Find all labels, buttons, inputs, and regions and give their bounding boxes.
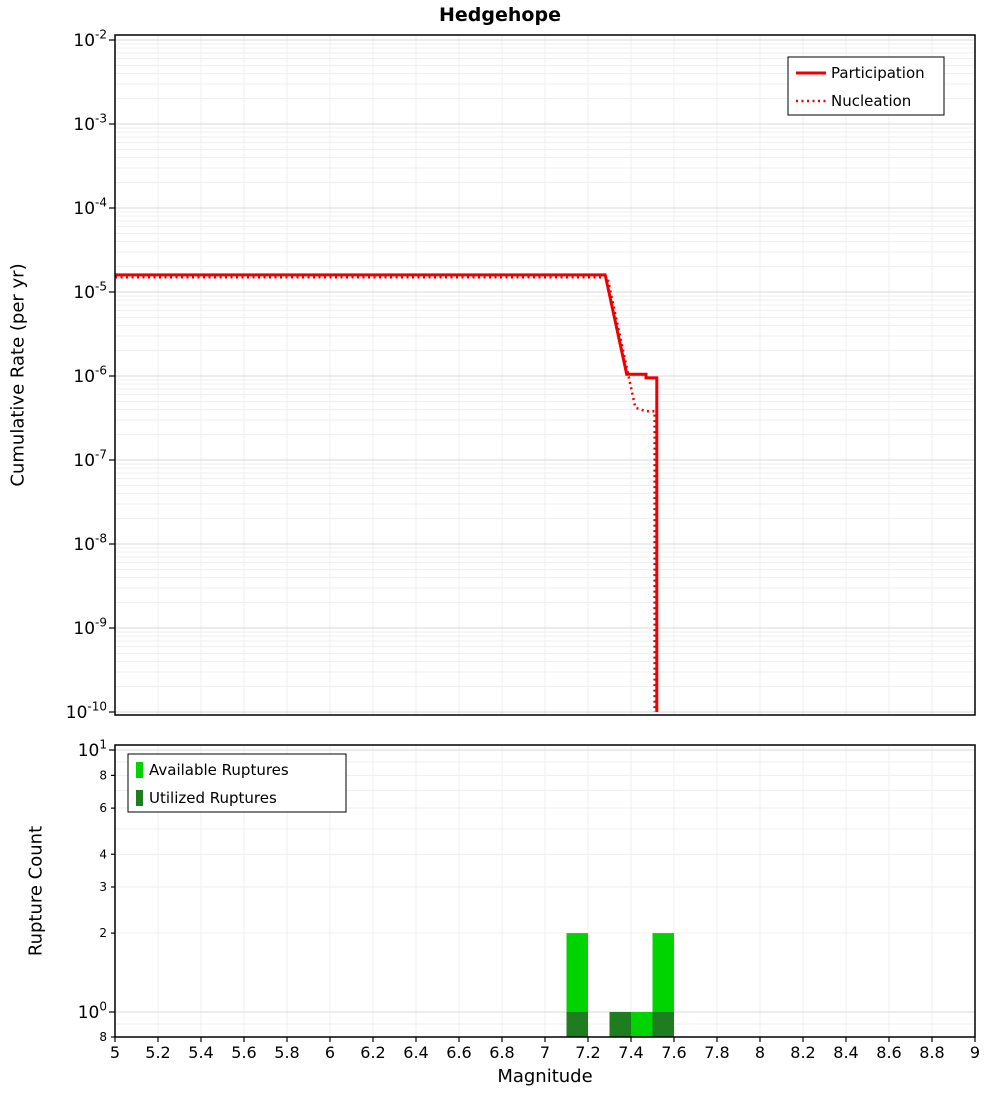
x-tick-label: 5.4 — [188, 1043, 213, 1062]
x-tick-label: 8.8 — [919, 1043, 944, 1062]
legend-top: Participation Nucleation — [787, 56, 945, 116]
x-tick-label: 9 — [970, 1043, 980, 1062]
x-tick-label: 8 — [755, 1043, 765, 1062]
x-tick-label: 8.2 — [790, 1043, 815, 1062]
x-tick-label: 8.6 — [876, 1043, 901, 1062]
y-minor-tick-label: 2 — [99, 926, 107, 940]
utilized-bar — [566, 1012, 588, 1037]
y-tick-label-top: 10-4 — [73, 195, 107, 219]
y-tick-label-top: 10-2 — [73, 27, 107, 51]
available-bar — [652, 933, 674, 1037]
utilized-ruptures-bars — [566, 1012, 674, 1037]
x-tick-label: 5 — [110, 1043, 120, 1062]
x-tick-label: 6.8 — [489, 1043, 514, 1062]
legend-label-available: Available Ruptures — [149, 761, 289, 779]
y-tick-label-top: 10-9 — [73, 615, 107, 639]
legends: Participation Nucleation Available Rupture… — [127, 56, 945, 813]
x-tick-label: 6 — [325, 1043, 335, 1062]
legend-bottom-box — [127, 753, 347, 813]
legend-label-participation: Participation — [831, 64, 925, 82]
legend-label-utilized: Utilized Ruptures — [149, 789, 277, 807]
participation-line — [115, 273, 659, 712]
y-tick-label-top: 10-7 — [73, 447, 107, 471]
y-tick-label-top: 10-5 — [73, 279, 107, 303]
y-tick-label-bottom: 100 — [78, 999, 107, 1023]
y-tick-label-top: 10-10 — [66, 699, 107, 723]
x-tick-label: 6.2 — [360, 1043, 385, 1062]
bottom-y-axis-label: Rupture Count — [25, 825, 47, 957]
x-tick-label: 7.4 — [618, 1043, 643, 1062]
utilized-bar — [652, 1012, 674, 1037]
y-minor-tick-label: 4 — [99, 847, 107, 861]
y-minor-tick-label: 3 — [99, 880, 107, 894]
axis-tick-labels: 5 5.2 5.4 5.6 5.8 6 6.2 6.4 6.6 6.8 7 7.2 7.4 7.6 7.8 8… — [66, 27, 980, 1062]
y-minor-tick-label: 6 — [99, 801, 107, 815]
y-tick-label-top: 10-8 — [73, 531, 107, 555]
y-minor-tick-label: 8 — [99, 1030, 107, 1044]
legend-top-box — [787, 56, 945, 116]
x-tick-label: 5.6 — [231, 1043, 256, 1062]
x-tick-label: 7.2 — [575, 1043, 600, 1062]
x-tick-label: 7.6 — [661, 1043, 686, 1062]
y-tick-label-top: 10-6 — [73, 363, 107, 387]
axis-ticks — [109, 39, 976, 1042]
x-tick-label: 7.8 — [704, 1043, 729, 1062]
top-y-axis-label: Cumulative Rate (per yr) — [7, 263, 29, 487]
x-tick-label: 8.4 — [833, 1043, 858, 1062]
grid-major — [115, 39, 975, 1013]
grid-minor — [114, 35, 976, 1037]
legend-bottom: Available Ruptures Utilized Ruptures — [127, 753, 347, 813]
x-tick-label: 7 — [540, 1043, 550, 1062]
legend-label-nucleation: Nucleation — [831, 92, 911, 110]
plot-data — [115, 273, 674, 1037]
x-tick-label: 5.8 — [274, 1043, 299, 1062]
top-panel-frame — [114, 34, 976, 716]
legend-marker-available — [136, 762, 143, 778]
legend-marker-utilized — [136, 790, 143, 806]
utilized-bar — [609, 1012, 631, 1037]
x-tick-label: 6.4 — [403, 1043, 428, 1062]
y-tick-label-top: 10-3 — [73, 111, 107, 135]
y-tick-label-bottom: 101 — [78, 737, 107, 761]
available-bar — [566, 933, 588, 1037]
x-tick-label: 5.2 — [145, 1043, 170, 1062]
available-bar — [631, 1012, 653, 1037]
x-axis-label: Magnitude — [497, 1066, 593, 1087]
y-minor-tick-label: 8 — [99, 768, 107, 782]
chart-title: Hedgehope — [439, 4, 561, 26]
x-tick-label: 6.6 — [446, 1043, 471, 1062]
